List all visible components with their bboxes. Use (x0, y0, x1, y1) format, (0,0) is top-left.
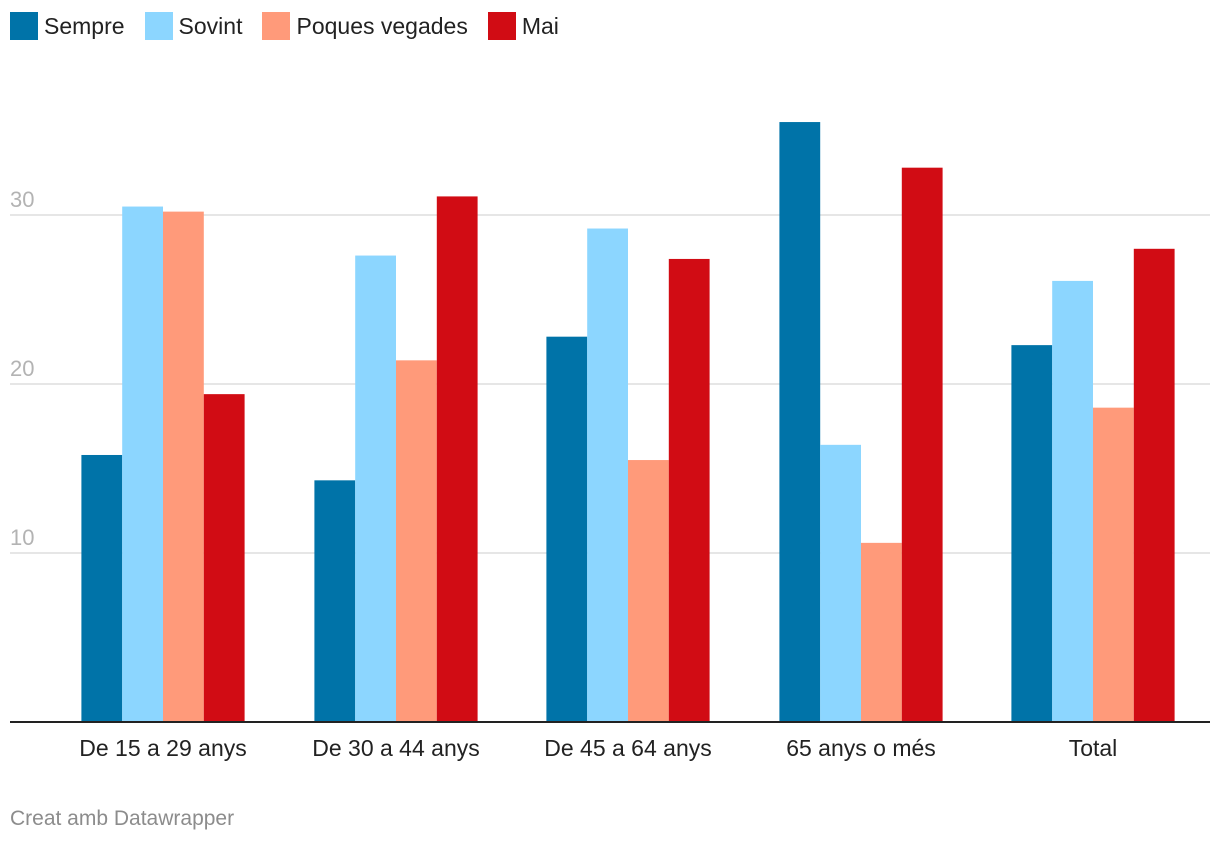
bar[interactable] (861, 542, 902, 722)
legend-swatch-mai (487, 12, 516, 40)
bar[interactable] (122, 206, 163, 723)
bar[interactable] (901, 167, 943, 722)
bar[interactable] (81, 454, 123, 722)
bar[interactable] (587, 228, 628, 722)
legend-item-sovint: Sovint (144, 12, 243, 40)
legend-label-poques-vegades: Poques vegades (296, 12, 468, 39)
legend-label-sovint: Sovint (178, 12, 243, 39)
bar[interactable] (820, 444, 861, 722)
y-tick-label: 20 (10, 356, 34, 381)
legend-item-sempre: Sempre (10, 12, 125, 40)
bar[interactable] (1093, 407, 1134, 722)
bar[interactable] (355, 255, 396, 722)
x-tick-label: De 15 a 29 anys (79, 735, 247, 761)
y-tick-label: 30 (10, 187, 34, 212)
bar[interactable] (668, 258, 710, 722)
x-tick-label: De 45 a 64 anys (544, 735, 712, 761)
bar[interactable] (546, 336, 588, 722)
bar[interactable] (1052, 280, 1093, 722)
bar[interactable] (628, 460, 669, 722)
bar-chart: 10 20 30 De 15 a 29 anys De 30 a 44 anys De 4… (10, 122, 1210, 761)
legend-swatch-poques-vegades (262, 12, 291, 40)
bar[interactable] (396, 360, 437, 722)
legend-item-mai: Mai (487, 12, 559, 40)
legend-label-sempre: Sempre (44, 12, 125, 39)
bar[interactable] (314, 480, 356, 722)
y-tick-label: 10 (10, 525, 34, 550)
credit-text: Creat amb Datawrapper (10, 807, 235, 830)
legend-swatch-sovint (144, 12, 173, 40)
legend-item-poques-vegades: Poques vegades (262, 12, 468, 40)
x-tick-label: Total (1069, 735, 1118, 761)
bar[interactable] (1011, 345, 1053, 722)
bar[interactable] (1133, 248, 1175, 723)
bar[interactable] (163, 211, 204, 722)
legend: Sempre Sovint Poques vegades Mai (10, 12, 579, 40)
legend-label-mai: Mai (521, 12, 559, 39)
x-tick-label: De 30 a 44 anys (312, 735, 480, 761)
bar[interactable] (203, 394, 245, 722)
bar[interactable] (436, 196, 478, 722)
legend-swatch-sempre (10, 12, 38, 40)
x-tick-label: 65 anys o més (786, 735, 936, 761)
bar[interactable] (779, 122, 821, 723)
